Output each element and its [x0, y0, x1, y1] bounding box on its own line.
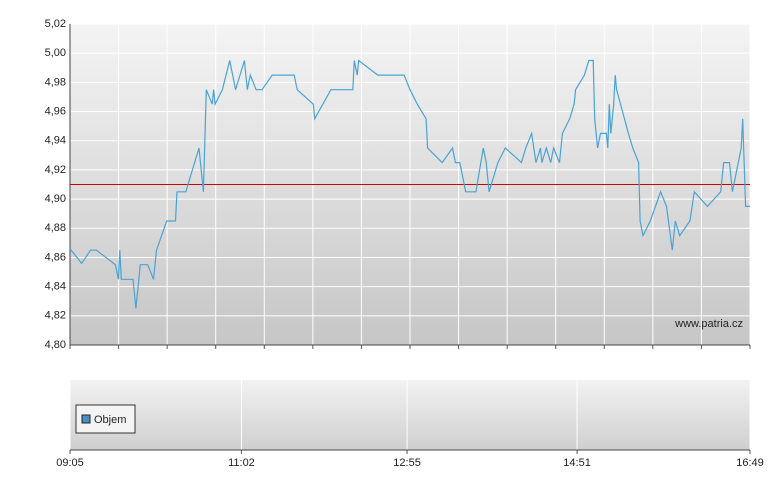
legend-label: Objem — [94, 414, 126, 426]
x-tick-label: 11:02 — [228, 457, 255, 469]
y-tick-label: 4,92 — [45, 164, 66, 176]
watermark: www.patria.cz — [674, 318, 743, 330]
y-tick-label: 4,98 — [45, 76, 66, 88]
y-tick-label: 4,90 — [45, 193, 66, 205]
legend-swatch — [81, 414, 91, 424]
y-tick-label: 4,94 — [45, 135, 66, 147]
y-tick-label: 4,86 — [45, 251, 66, 263]
x-tick-label: 09:05 — [56, 457, 84, 469]
y-tick-label: 5,00 — [45, 47, 66, 59]
y-tick-label: 4,82 — [45, 310, 66, 322]
x-tick-label: 12:55 — [393, 457, 421, 469]
y-tick-label: 4,88 — [45, 222, 66, 234]
y-tick-label: 4,80 — [45, 339, 66, 351]
x-tick-label: 16:49 — [736, 457, 764, 469]
x-tick-label: 14:51 — [563, 457, 591, 469]
y-tick-label: 5,02 — [45, 18, 66, 30]
volume-area — [70, 380, 750, 450]
y-tick-label: 4,96 — [45, 105, 66, 117]
y-tick-label: 4,84 — [45, 281, 66, 293]
price-line — [69, 59, 750, 309]
